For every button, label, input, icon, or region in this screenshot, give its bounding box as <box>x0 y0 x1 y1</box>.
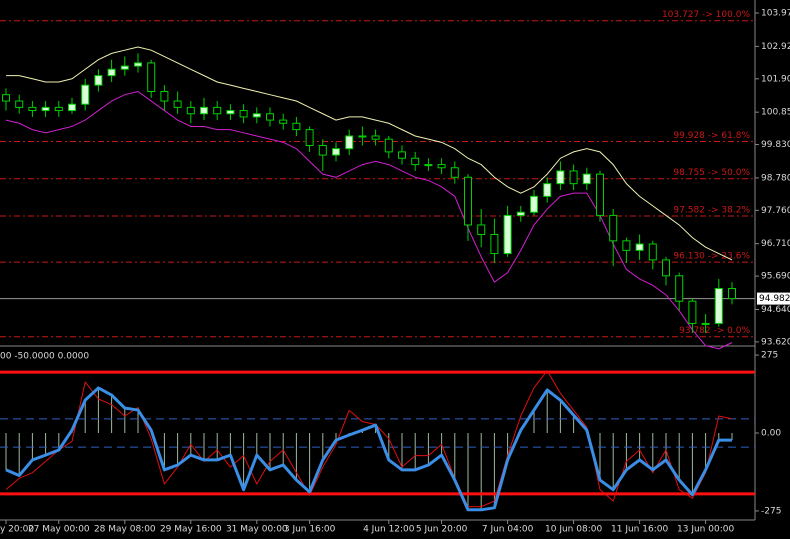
candle-body <box>569 170 578 185</box>
last-price-label: 94.982 <box>759 294 790 304</box>
x-tick-label: 5 Jun 20:00 <box>416 525 468 535</box>
candle-body <box>371 135 380 140</box>
candle-body <box>596 173 604 216</box>
candle-body <box>134 62 142 67</box>
candle-body <box>411 157 420 166</box>
y-tick-label: 100.850 <box>761 108 790 118</box>
fib-label: 96.130 -> 23.6% <box>673 252 750 262</box>
x-tick-label: 4 Jun 12:00 <box>363 525 415 535</box>
candle-body <box>173 100 182 108</box>
candle-body <box>94 75 103 86</box>
candle-body <box>68 103 76 112</box>
candle-body <box>2 94 10 102</box>
candle-body <box>41 106 50 112</box>
fib-label: 97.582 -> 38.2% <box>673 205 750 215</box>
y-tick-label: 275 <box>761 351 778 361</box>
candle-body <box>213 106 222 115</box>
candle-body <box>252 113 261 118</box>
y-tick-label: 103.970 <box>761 9 790 19</box>
fib-label: 103.727 -> 100.0% <box>662 10 750 20</box>
candle-body <box>464 176 472 226</box>
y-tick-label: 95.690 <box>761 272 790 282</box>
candle-body <box>15 100 24 108</box>
fib-label: 98.755 -> 50.0% <box>673 168 750 178</box>
candle-body <box>688 300 697 324</box>
last-price-box <box>757 292 790 305</box>
y-tick-label: 94.640 <box>761 305 790 315</box>
indicator-header: 00 -50.0000 0.0000 <box>0 352 89 362</box>
fib-label: 93.782 -> 0.0% <box>679 326 750 336</box>
x-tick-label: 10 Jun 08:00 <box>545 525 602 535</box>
x-tick-label: 29 May 16:00 <box>160 525 222 535</box>
candle-body <box>292 122 301 131</box>
band-line <box>6 46 733 261</box>
candle-body <box>516 211 525 216</box>
candle-body <box>318 145 327 156</box>
candle-body <box>398 151 406 159</box>
fib-label: 99.928 -> 61.8% <box>673 131 750 141</box>
candle-body <box>200 106 208 115</box>
candle-body <box>622 240 631 251</box>
x-tick-label: 11 Jun 16:00 <box>611 525 668 535</box>
x-tick-label: 27 May 00:00 <box>28 525 90 535</box>
candle-body <box>107 68 116 77</box>
y-tick-label: 101.900 <box>761 74 790 84</box>
candle-body <box>728 287 736 300</box>
y-tick-label: -275 <box>761 506 781 516</box>
y-tick-label: 0.00 <box>761 429 781 439</box>
candle-body <box>266 113 274 121</box>
x-tick-label: 28 May 08:00 <box>94 525 156 535</box>
x-tick-label: 31 May 00:00 <box>226 525 288 535</box>
candle-body <box>120 65 129 70</box>
candle-body <box>28 106 37 112</box>
indicator-line <box>5 370 733 508</box>
x-tick-label: 13 Jun 00:00 <box>677 525 734 535</box>
candle-body <box>305 129 314 147</box>
y-tick-label: 102.920 <box>761 42 790 52</box>
y-tick-label: 96.710 <box>761 239 790 249</box>
candle-body <box>437 164 446 169</box>
candle-body <box>160 91 169 102</box>
y-tick-label: 97.760 <box>761 206 790 216</box>
y-tick-label: 99.830 <box>761 140 790 150</box>
candle-body <box>714 287 723 324</box>
candle-body <box>450 167 459 178</box>
candle-body <box>81 84 90 105</box>
y-tick-label: 93.620 <box>761 337 790 347</box>
candle-body <box>54 106 63 112</box>
candle-body <box>345 135 354 150</box>
candle-body <box>701 322 710 325</box>
candle-body <box>675 275 684 302</box>
candle-body <box>279 119 288 124</box>
candle-body <box>490 233 499 255</box>
candle-body <box>332 148 340 156</box>
candle-body <box>358 135 367 138</box>
x-tick-label: 7 Jun 04:00 <box>482 525 534 535</box>
candle-body <box>186 106 195 115</box>
candle-body <box>147 62 156 93</box>
candle-body <box>556 170 565 185</box>
candle-body <box>424 164 433 167</box>
candle-body <box>477 224 486 235</box>
candle-body <box>384 138 393 153</box>
candle-body <box>226 110 235 115</box>
candle-body <box>530 195 538 213</box>
x-tick-label: 3 Jun 16:00 <box>284 525 336 535</box>
candle-body <box>648 243 657 261</box>
candle-body <box>609 214 618 242</box>
candle-body <box>582 173 591 185</box>
indicator-line <box>5 386 732 512</box>
candle-body <box>503 214 512 255</box>
x-tick-label: y 20:00 <box>0 525 34 535</box>
candle-body <box>635 243 644 251</box>
candle-body <box>543 183 552 197</box>
y-tick-label: 98.780 <box>761 173 790 183</box>
candle-body <box>239 110 248 118</box>
candle-body <box>662 259 670 277</box>
